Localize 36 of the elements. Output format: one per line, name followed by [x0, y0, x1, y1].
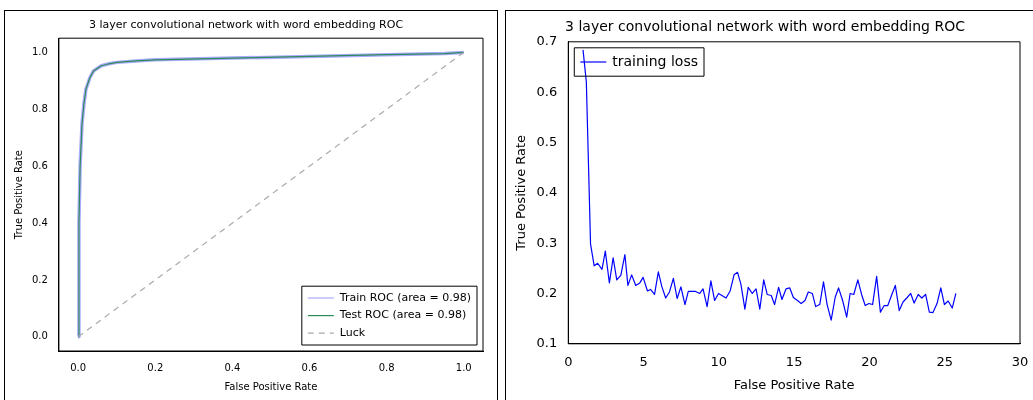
- y-tick-label: 0.4: [32, 216, 48, 228]
- y-tick-label: 0.0: [32, 330, 48, 342]
- y-tick-label: 0.5: [536, 133, 558, 149]
- x-tick-label: 0.2: [147, 361, 164, 373]
- y-tick-label: 0.6: [32, 159, 48, 171]
- y-axis-title: True Positive Rate: [513, 134, 529, 252]
- y-tick-label: 0.1: [536, 335, 558, 351]
- x-tick-label: 0: [564, 353, 573, 369]
- x-axis-title: False Positive Rate: [224, 380, 318, 392]
- y-tick-label: 0.4: [536, 184, 558, 200]
- x-tick-label: 15: [785, 353, 803, 369]
- x-tick-label: 0.0: [70, 361, 87, 373]
- legend-label: Train ROC (area = 0.98): [338, 290, 471, 304]
- chart-title: 3 layer convolutional network with word embedding ROC: [88, 18, 404, 32]
- y-tick-label: 1.0: [32, 46, 48, 58]
- y-tick-label: 0.6: [536, 83, 558, 99]
- x-axis-title: False Positive Rate: [733, 376, 855, 392]
- x-tick-label: 20: [861, 353, 878, 369]
- y-tick-label: 0.2: [536, 284, 558, 300]
- legend-label: Test ROC (area = 0.98): [338, 308, 467, 322]
- y-tick-label: 0.7: [536, 33, 558, 49]
- y-tick-label: 0.8: [32, 102, 48, 114]
- x-tick-label: 0.8: [378, 361, 395, 373]
- chart-title: 3 layer convolutional network with word embedding ROC: [565, 18, 966, 35]
- legend-label: training loss: [612, 52, 699, 69]
- x-tick-label: 0.6: [301, 361, 318, 373]
- x-tick-label: 30: [1011, 353, 1029, 369]
- x-tick-label: 25: [936, 353, 953, 369]
- x-tick-label: 0.4: [224, 361, 241, 373]
- x-tick-label: 1.0: [455, 361, 472, 373]
- legend-label: Luck: [339, 326, 366, 340]
- y-tick-label: 0.3: [536, 234, 558, 250]
- x-tick-label: 5: [639, 353, 648, 369]
- y-tick-label: 0.2: [32, 273, 48, 285]
- x-tick-label: 10: [710, 353, 728, 369]
- y-axis-title: True Positive Rate: [12, 150, 24, 241]
